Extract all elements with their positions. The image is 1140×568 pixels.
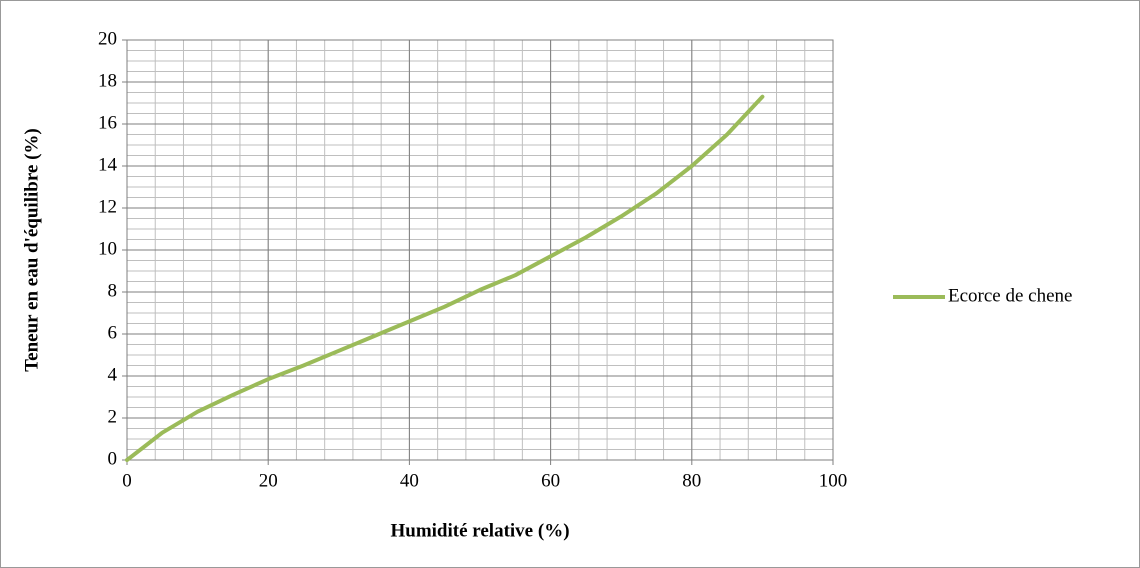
plot-border: [126, 39, 834, 461]
x-tick-label: 100: [819, 470, 848, 491]
x-axis-label: Humidité relative (%): [390, 520, 569, 541]
y-tick-label: 6: [108, 322, 118, 343]
y-axis-label: Teneur en eau d'équilibre (%): [21, 128, 42, 372]
y-tick-label: 16: [98, 112, 117, 133]
x-tick-label: 40: [400, 470, 419, 491]
x-tick-label: 80: [682, 470, 701, 491]
x-tick-label: 20: [259, 470, 278, 491]
x-tick-label: 0: [122, 470, 132, 491]
legend-label: Ecorce de chene: [948, 285, 1072, 306]
y-tick-label: 12: [98, 196, 117, 217]
y-tick-label: 10: [98, 238, 117, 259]
x-tick-label: 60: [541, 470, 560, 491]
y-tick-label: 0: [108, 448, 118, 469]
series-line: [125, 94, 765, 462]
y-tick-label: 18: [98, 70, 117, 91]
y-tick-label: 8: [108, 280, 118, 301]
y-tick-label: 2: [108, 406, 118, 427]
y-tick-label: 4: [108, 364, 118, 385]
y-tick-label: 14: [98, 154, 118, 175]
y-tick-label: 20: [98, 28, 117, 49]
